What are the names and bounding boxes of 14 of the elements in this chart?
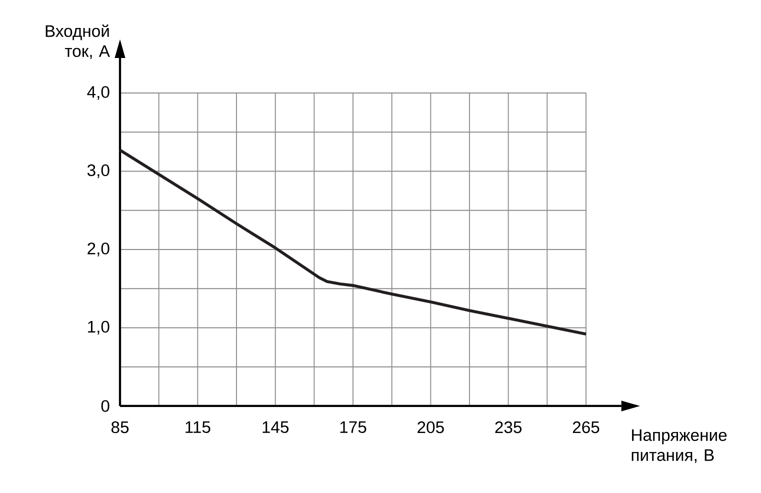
x-tick-label: 115 <box>186 421 210 433</box>
x-tick-label: 205 <box>418 421 444 434</box>
x-tick-label: 85 <box>111 421 129 434</box>
x-tick-label: 145 <box>262 421 289 433</box>
x-tick-label: 265 <box>572 421 600 434</box>
x-axis-title: Напряжение питания, В <box>632 429 727 463</box>
x-tick-label: 175 <box>340 421 366 433</box>
y-tick-label: 2,0 <box>88 242 110 256</box>
y-tick-label: 3,0 <box>87 164 110 178</box>
y-tick-label: 4,0 <box>87 86 110 100</box>
y-tick-label: 0 <box>101 400 110 412</box>
y-tick-label: 1,0 <box>88 320 110 335</box>
x-tick-label: 235 <box>495 421 522 434</box>
y-axis-title: Входной ток, А <box>46 24 110 59</box>
